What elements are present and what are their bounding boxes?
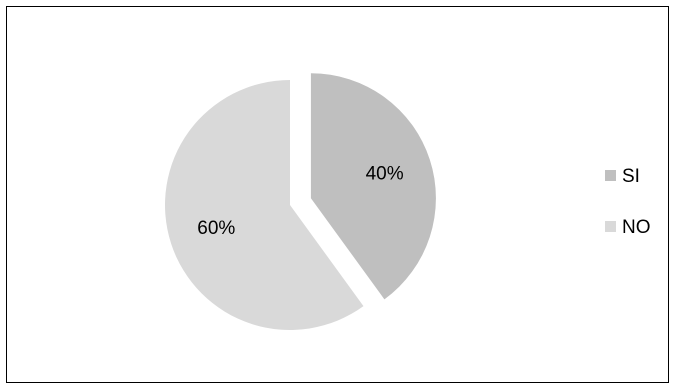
- legend-label-no: NO: [622, 217, 651, 238]
- pie-slice-si: [310, 73, 436, 300]
- pie-slice-no: [165, 80, 364, 330]
- data-label-no: 60%: [197, 218, 235, 239]
- legend-label-si: SI: [622, 166, 640, 187]
- legend-swatch-si: [605, 170, 616, 181]
- chart-legend: SI NO: [605, 166, 651, 238]
- pie-slices: 40% 60%: [165, 73, 436, 330]
- data-label-si: 40%: [366, 163, 404, 184]
- legend-swatch-no: [605, 221, 616, 232]
